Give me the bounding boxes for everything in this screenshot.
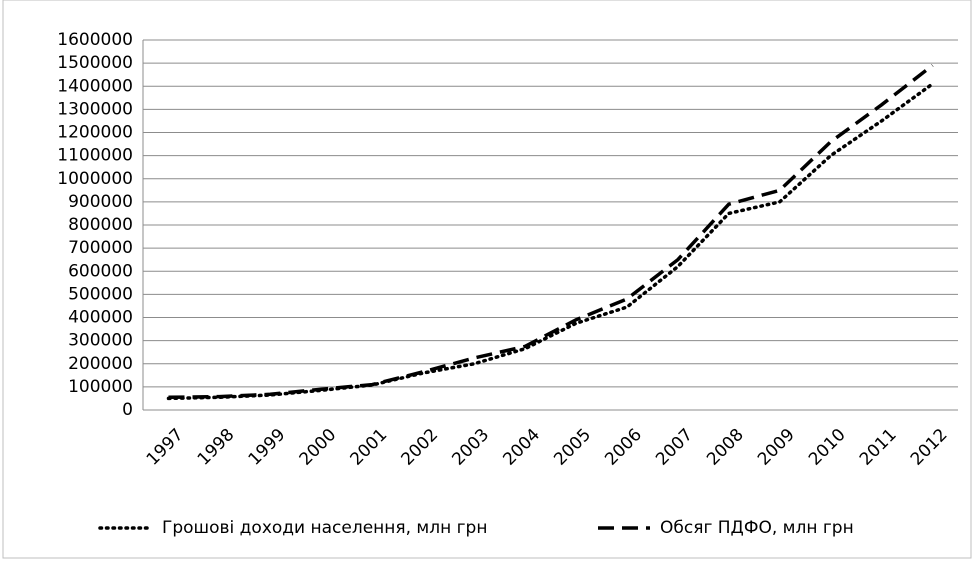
y-tick-label: 700000: [68, 238, 133, 258]
y-tick-label: 1500000: [57, 53, 133, 73]
y-tick-label: 1400000: [57, 76, 133, 96]
y-tick-label: 600000: [68, 261, 133, 281]
y-tick-label: 500000: [68, 284, 133, 304]
y-tick-label: 1100000: [57, 146, 133, 166]
y-tick-label: 1200000: [57, 123, 133, 143]
y-tick-label: 900000: [68, 192, 133, 212]
y-tick-label: 800000: [68, 215, 133, 235]
legend-label: Обсяг ПДФО, млн грн: [660, 518, 854, 538]
y-tick-label: 100000: [68, 377, 133, 397]
y-tick-label: 200000: [68, 354, 133, 374]
y-tick-label: 300000: [68, 331, 133, 351]
series-line: [168, 64, 934, 400]
y-tick-label: 1600000: [57, 30, 133, 50]
y-tick-label: 1000000: [57, 169, 133, 189]
legend-label: Грошові доходи населення, млн грн: [162, 518, 487, 538]
y-tick-label: 0: [122, 400, 133, 420]
y-tick-label: 400000: [68, 308, 133, 328]
y-tick-label: 1300000: [57, 99, 133, 119]
series-line: [166, 82, 935, 401]
